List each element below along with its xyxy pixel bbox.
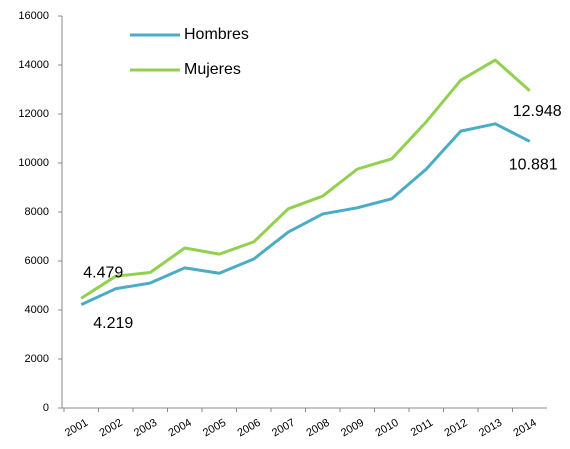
y-tick-label: 8000	[25, 206, 49, 218]
x-tick-label: 2001	[63, 417, 90, 440]
y-tick-label: 6000	[25, 255, 49, 267]
x-tick-label: 2004	[166, 417, 193, 440]
legend-label: Mujeres	[184, 61, 241, 78]
x-tick-label: 2006	[235, 417, 262, 440]
y-tick-label: 14000	[18, 59, 49, 71]
y-tick-label: 12000	[18, 108, 49, 120]
x-tick-label: 2012	[442, 417, 469, 440]
x-tick-label: 2014	[511, 417, 538, 440]
x-tick-label: 2011	[409, 417, 435, 439]
x-tick-label: 2005	[201, 417, 228, 440]
data-label: 4.479	[83, 264, 123, 281]
y-tick-label: 16000	[18, 10, 49, 22]
x-tick-label: 2007	[270, 417, 297, 440]
x-tick-label: 2009	[339, 417, 366, 440]
legend-label: Hombres	[184, 26, 249, 43]
y-tick-label: 0	[43, 402, 49, 414]
y-tick-label: 2000	[25, 353, 49, 365]
y-tick-label: 4000	[25, 304, 49, 316]
data-label: 10.881	[509, 157, 558, 174]
series-line	[80, 58, 531, 300]
series-line	[80, 122, 531, 306]
x-tick-label: 2002	[97, 417, 124, 440]
x-tick-label: 2008	[304, 417, 331, 440]
y-tick-label: 10000	[18, 157, 49, 169]
x-tick-label: 2010	[373, 417, 400, 440]
x-tick-label: 2003	[132, 417, 159, 440]
data-label: 4.219	[93, 315, 133, 332]
data-label: 12.948	[513, 103, 562, 120]
x-tick-label: 2013	[477, 417, 504, 440]
